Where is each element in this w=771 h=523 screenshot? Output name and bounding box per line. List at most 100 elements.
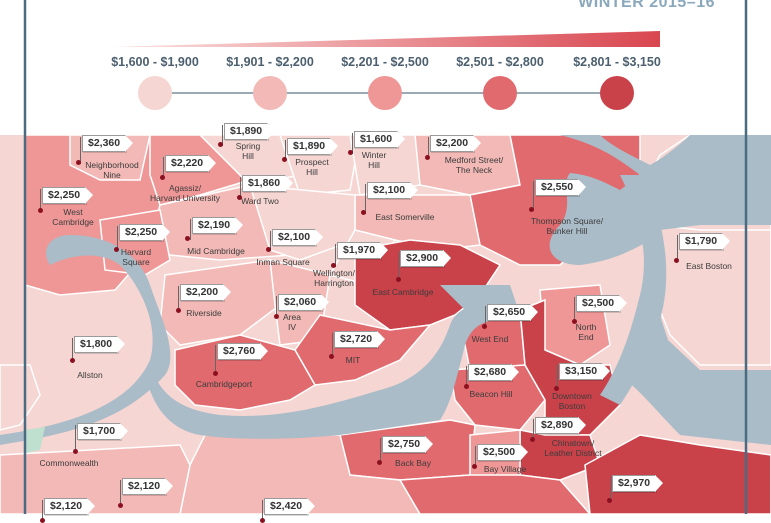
rent-map: $2,360 Neighborhood Nine $1,890 Spring Hill $1…: [0, 123, 771, 523]
neighborhood-label-west-end: West End: [472, 334, 509, 344]
marker-dot-prospect-hill: [282, 157, 287, 162]
marker-pole-mit: [332, 333, 333, 358]
neighborhood-label-line: Winter: [361, 150, 387, 160]
neighborhood-label-line: West: [63, 207, 83, 217]
price-tag-chinatown-leather-district: $2,890: [535, 417, 587, 434]
neighborhood-label-line: North: [575, 322, 597, 332]
neighborhood-label-harvard-square: Harvard Square: [121, 247, 151, 267]
marker-dot-east-boston: [674, 258, 679, 263]
neighborhood-label-line: Allston: [77, 370, 103, 380]
marker-dot-brookline-border: [118, 503, 123, 508]
legend-swatch-2: [253, 76, 287, 110]
price-tag-cambridgeport: $2,760: [217, 343, 269, 360]
neighborhood-label-line: Area: [283, 312, 301, 322]
legend-swatches: [138, 76, 634, 110]
marker-dot-area-iv: [274, 314, 279, 319]
marker-pole-commonwealth: [75, 425, 76, 453]
legend-swatch-5: [600, 76, 634, 110]
neighborhood-label-line: Spring: [235, 141, 261, 151]
neighborhood-label-agassiz-harvard-university: Agassiz/Harvard University: [150, 183, 220, 203]
region-cambridgeport: [174, 334, 317, 411]
neighborhood-label-line: Bay Village: [483, 464, 527, 474]
price-tag-inman-square: $2,100: [272, 229, 324, 246]
price-tag-allston: $1,800: [74, 336, 126, 353]
marker-pole-prospect-hill: [285, 140, 286, 161]
legend-swatch-3: [368, 76, 402, 110]
marker-dot-cambridgeport: [213, 371, 218, 376]
neighborhood-label-line: Commonwealth: [39, 458, 99, 468]
price-tag-east-boston: $1,790: [679, 233, 731, 250]
neighborhood-label-line: Harrington: [314, 278, 354, 288]
season-title: WINTER 2015–16: [578, 0, 715, 11]
neighborhood-label-neighborhood-nine: Neighborhood Nine: [85, 160, 138, 180]
legend-range-label: $2,201 - $2,500: [341, 55, 429, 69]
price-tag-agassiz-harvard-university: $2,220: [165, 155, 217, 172]
marker-dot-beacon-hill: [464, 384, 469, 389]
marker-dot-thompson-square-bunker-hill: [529, 207, 534, 212]
marker-dot-ward-two: [237, 195, 242, 200]
marker-pole-east-boston: [677, 235, 678, 262]
marker-dot-north-end: [572, 319, 577, 324]
marker-dot-brighton-area: [40, 518, 45, 523]
neighborhood-label-line: Downtown: [552, 391, 592, 401]
neighborhood-label-cambridgeport: Cambridgeport: [196, 379, 252, 389]
neighborhood-label-line: End: [578, 332, 594, 342]
neighborhood-label-east-somerville: East Somerville: [375, 212, 434, 222]
price-tag-fenway: $2,420: [264, 498, 316, 515]
neighborhood-label-beacon-hill: Beacon Hill: [470, 389, 513, 399]
marker-pole-seaport: [610, 477, 611, 502]
price-tag-prospect-hill: $1,890: [287, 138, 339, 155]
inner-harbor: [600, 175, 667, 405]
neighborhood-label-line: Riverside: [186, 308, 222, 318]
neighborhood-label-line: Agassiz/: [168, 183, 202, 193]
marker-dot-commonwealth: [73, 449, 78, 454]
marker-pole-downtown-boston: [557, 365, 558, 390]
marker-pole-west-end: [485, 306, 486, 328]
neighborhood-label-line: Boston: [558, 401, 586, 411]
neighborhood-label-bay-village: Bay Village: [484, 464, 526, 474]
legend-swatch-4: [483, 76, 517, 110]
marker-dot-harvard-square: [114, 247, 119, 252]
neighborhood-label-line: Bunker Hill: [546, 226, 588, 236]
neighborhood-label-line: West End: [471, 334, 509, 344]
price-tag-medford-street-the-neck: $2,200: [430, 135, 482, 152]
map-canvas: [0, 134, 771, 515]
marker-dot-mid-cambridge: [185, 236, 190, 241]
legend-range-label: $1,600 - $1,900: [111, 55, 199, 69]
price-tag-thompson-square-bunker-hill: $2,550: [535, 179, 587, 196]
neighborhood-label-line: Cambridgeport: [195, 379, 253, 389]
neighborhood-label-line: Nine: [103, 170, 121, 180]
neighborhood-label-line: Neighborhood: [85, 160, 139, 170]
neighborhood-label-line: Leather District: [544, 448, 602, 458]
neighborhood-label-spring-hill: Spring Hill: [236, 141, 261, 161]
marker-dot-mit: [329, 354, 334, 359]
price-tag-spring-hill: $1,890: [224, 123, 276, 140]
price-tag-east-cambridge: $2,900: [400, 250, 452, 267]
marker-dot-seaport: [607, 498, 612, 503]
marker-dot-east-somerville: [361, 210, 366, 215]
price-tag-riverside: $2,200: [180, 284, 232, 301]
marker-dot-bay-village: [472, 464, 477, 469]
marker-dot-downtown-boston: [554, 386, 559, 391]
marker-dot-spring-hill: [218, 142, 223, 147]
neighborhood-label-line: IV: [287, 322, 297, 332]
price-tag-west-cambridge: $2,250: [42, 187, 94, 204]
price-tag-harvard-square: $2,250: [119, 224, 171, 241]
marker-pole-wellington-harrington: [335, 244, 336, 267]
marker-pole-fenway: [262, 500, 263, 522]
map-header: WINTER 2015–16 $1,600 - $1,900 $1,901 - $…: [0, 0, 771, 135]
price-tag-east-somerville: $2,100: [367, 182, 419, 199]
neighborhood-label-line: Cambridge: [52, 217, 94, 227]
marker-dot-medford-street-the-neck: [425, 155, 430, 160]
neighborhood-label-line: Hill: [242, 151, 254, 161]
neighborhood-label-line: Medford Street/: [444, 155, 504, 165]
price-tag-ward-two: $1,860: [242, 175, 294, 192]
price-tag-beacon-hill: $2,680: [468, 364, 520, 381]
neighborhood-label-riverside: Riverside: [186, 308, 221, 318]
price-tag-seaport: $2,970: [612, 475, 664, 492]
neighborhood-label-wellington-harrington: Wellington/Harrington: [313, 268, 355, 288]
neighborhood-label-medford-street-the-neck: Medford Street/The Neck: [445, 155, 504, 175]
price-tag-commonwealth: $1,700: [77, 423, 129, 440]
legend-range-label: $1,901 - $2,200: [226, 55, 314, 69]
price-tag-area-iv: $2,060: [278, 294, 330, 311]
